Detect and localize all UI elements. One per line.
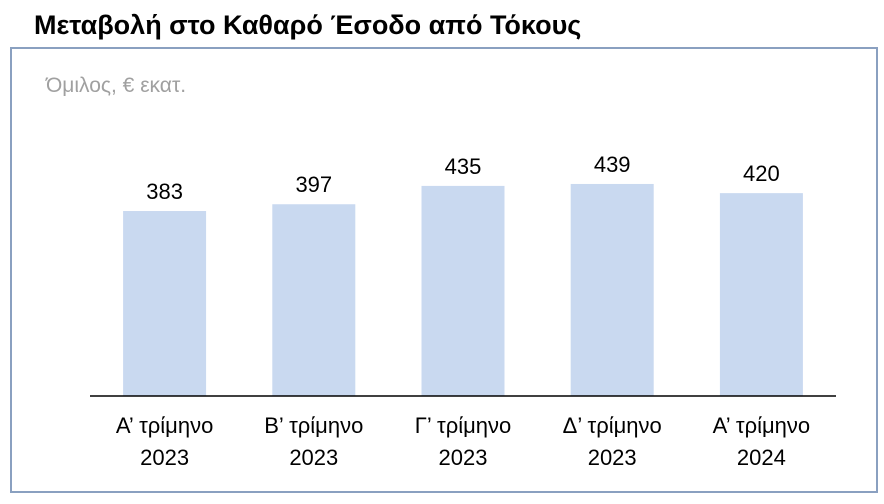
bar xyxy=(123,211,207,396)
value-label: 397 xyxy=(295,172,332,197)
chart-subtitle: Όμιλος, € εκατ. xyxy=(46,74,187,97)
bar xyxy=(272,204,356,396)
x-tick-label: Α’ τρίμηνο 2024 xyxy=(712,413,811,470)
x-tick-label: Β’ τρίμηνο 2023 xyxy=(264,413,364,470)
value-label: 435 xyxy=(445,154,482,179)
value-label: 420 xyxy=(743,161,780,186)
x-tick-label: Α’ τρίμηνο 2023 xyxy=(115,413,214,470)
x-tick-label: Δ’ τρίμηνο 2023 xyxy=(562,413,662,470)
bar xyxy=(421,185,505,396)
x-tick-label: Γ’ τρίμηνο 2023 xyxy=(414,413,512,470)
value-label: 439 xyxy=(594,152,631,177)
chart-title: Μεταβολή στο Καθαρό Έσοδο από Τόκους xyxy=(34,10,582,40)
bar xyxy=(570,183,654,396)
value-label: 383 xyxy=(146,179,183,204)
chart-frame xyxy=(10,47,878,493)
bar xyxy=(719,193,803,396)
